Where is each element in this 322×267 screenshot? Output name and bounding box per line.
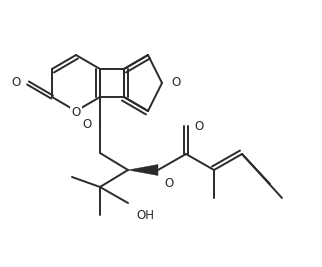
Text: O: O — [171, 77, 180, 89]
Text: O: O — [194, 120, 203, 132]
Text: O: O — [71, 105, 80, 119]
Text: O: O — [164, 177, 173, 190]
Text: O: O — [83, 119, 92, 132]
Polygon shape — [128, 164, 158, 175]
Text: O: O — [12, 77, 21, 89]
Text: OH: OH — [136, 209, 154, 222]
